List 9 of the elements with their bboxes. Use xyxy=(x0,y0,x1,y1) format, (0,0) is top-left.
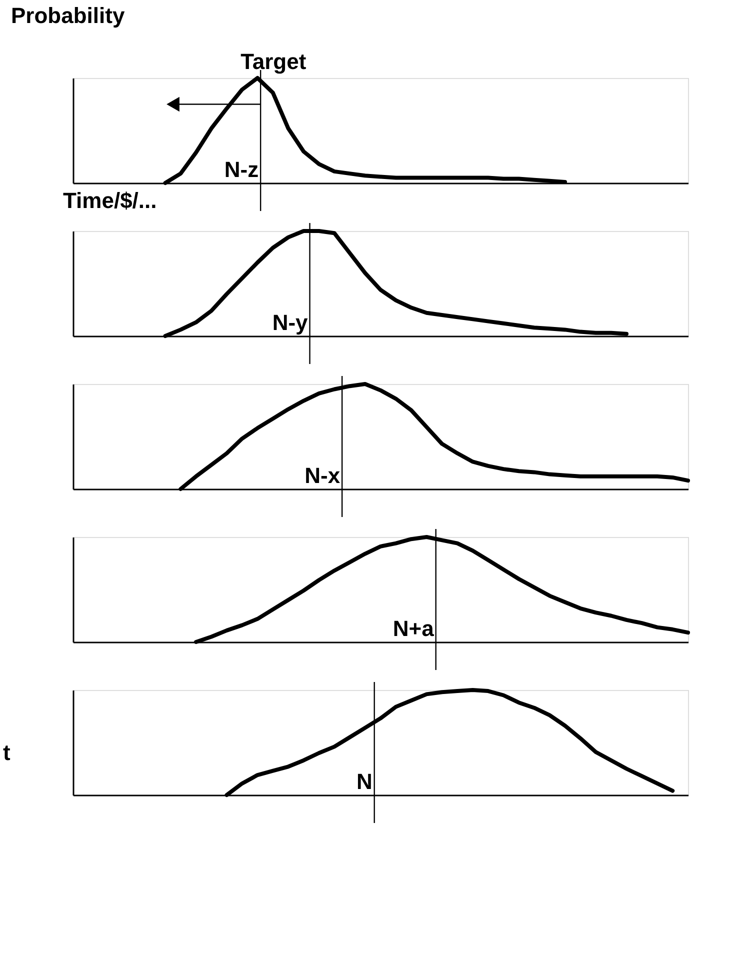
annotation: N-x xyxy=(304,463,341,488)
y-axis-title: Probability xyxy=(11,3,126,28)
text: t xyxy=(3,740,11,765)
text: Target xyxy=(240,49,307,74)
annotation: N-y xyxy=(272,310,309,335)
x-axis-title: Time/$/... xyxy=(63,188,157,213)
annotation: N xyxy=(356,769,372,794)
annotation: N-z xyxy=(224,157,259,182)
annotation: N+a xyxy=(392,616,435,641)
